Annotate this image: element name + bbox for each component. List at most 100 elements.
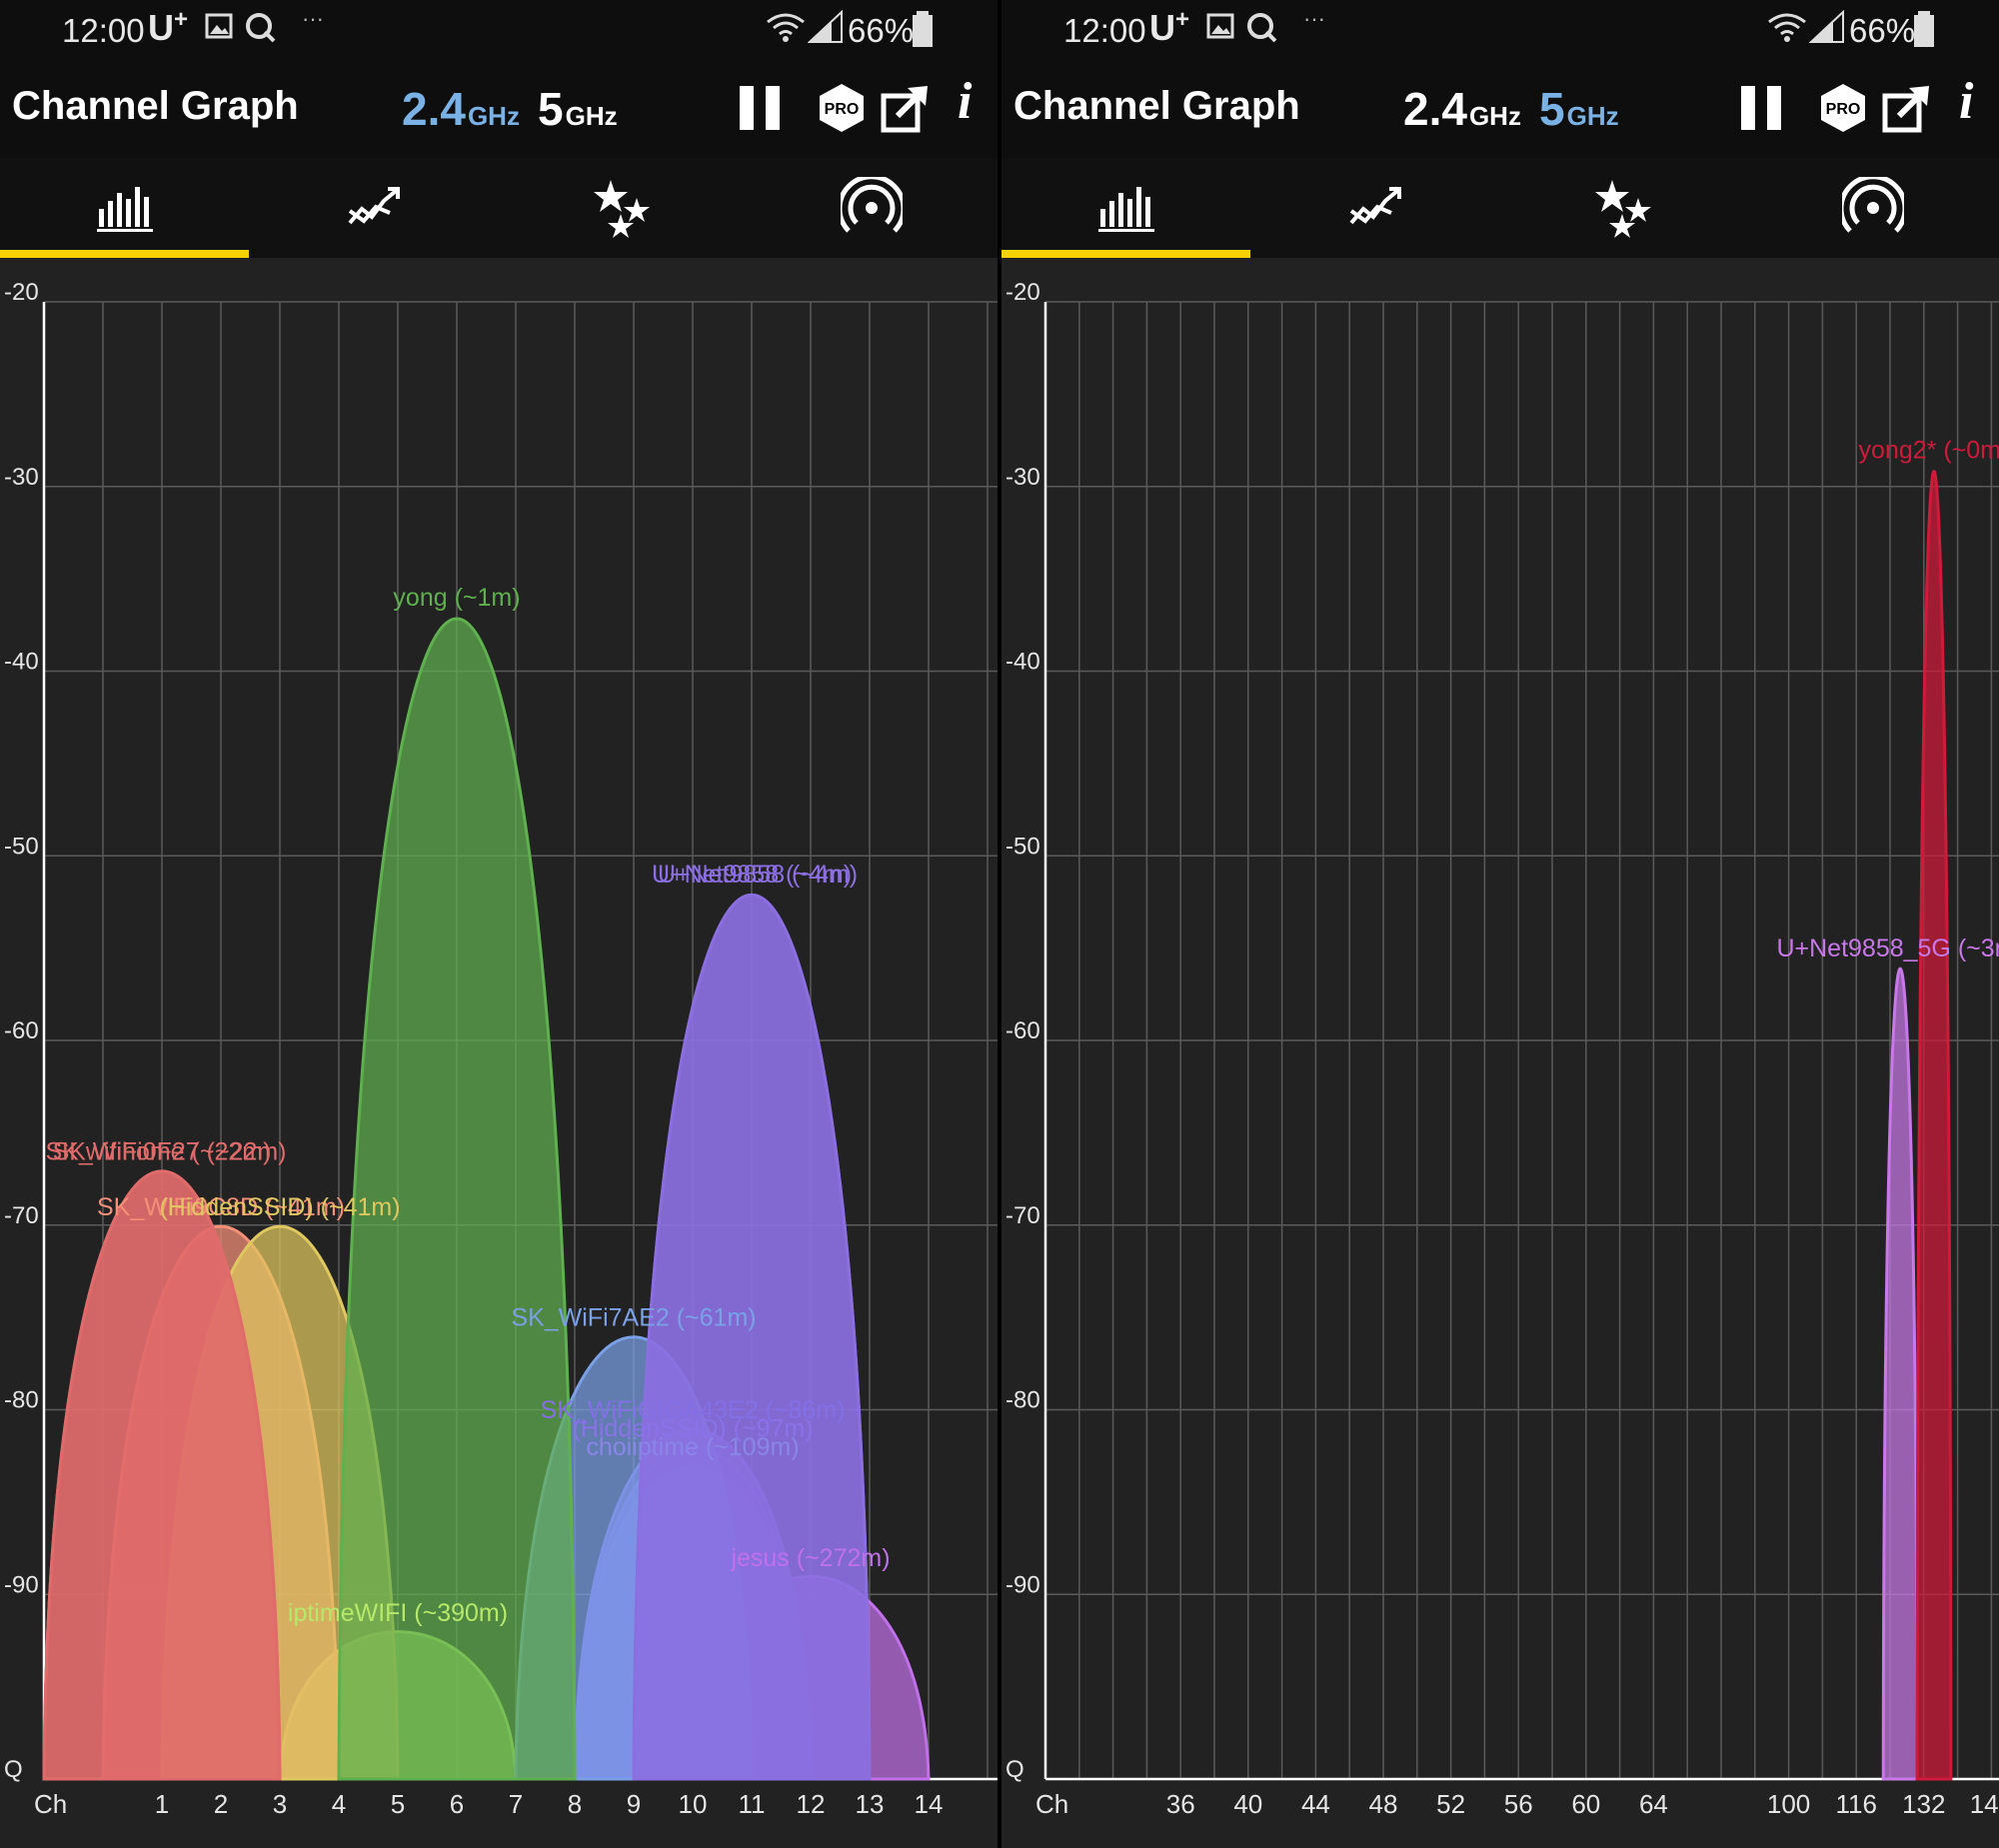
notification-dots: ··· [302,6,324,31]
x-tick-label: 52 [1436,1789,1465,1819]
tab-bar [1001,158,1999,258]
status-bar: 12:00 U+ ··· 66% [0,0,998,62]
x-tick-label: 2 [214,1789,228,1819]
svg-text:PRO: PRO [825,101,860,118]
network-label: U+Net9858 (~4m) [652,861,852,889]
access-point-icon [840,177,903,233]
network-label: choiiptime (~109m) [586,1433,799,1461]
tab-indicator [0,250,249,258]
battery-icon [913,11,933,47]
x-tick-label: 100 [1767,1789,1810,1819]
y-tick-label: -50 [1005,833,1040,860]
x-tick-label: 64 [1639,1789,1668,1819]
y-tick-label: -90 [4,1571,39,1598]
band-5ghz-button[interactable]: 5GHz [538,83,618,135]
y-tick-label: -60 [4,1017,39,1044]
pro-badge-icon[interactable]: PRO [1817,82,1869,134]
signal-curve [1915,470,1953,1781]
page-title: Channel Graph [12,84,299,128]
y-tick-label: -50 [4,833,39,860]
info-icon[interactable]: i [1959,73,1974,130]
y-tick-label: -70 [1005,1202,1040,1229]
tab-bar [0,158,998,258]
y-tick-label: -30 [4,464,39,491]
x-tick-label: 44 [1301,1789,1330,1819]
tab-channel-graph[interactable] [0,158,249,258]
app-bar: Channel Graph 2.4GHz 5GHz PRO i [0,62,998,158]
panel-5ghz: 12:00 U+ ··· 66% Channel Graph 2.4GHz 5G… [1001,0,1999,1848]
time-graph-icon [347,187,400,225]
x-tick-label: 10 [679,1789,708,1819]
search-q-icon [246,13,276,43]
info-icon[interactable]: i [958,73,973,130]
network-label: (HiddenSSID) (~41m) [159,1193,400,1221]
network-label: SK_WiFi7AE2 (~61m) [511,1304,756,1332]
bar-chart-icon [96,187,153,232]
cell-signal-icon [808,10,843,43]
share-icon[interactable] [880,82,932,134]
x-tick-label: 36 [1166,1789,1195,1819]
tab-access-points[interactable] [747,158,996,258]
y-tick-label: -40 [4,649,39,676]
network-label: SK_WiFi0F27 (~22m) [45,1137,286,1165]
y-tick-label: -60 [1005,1017,1040,1044]
x-axis-title: Ch [34,1789,67,1819]
svg-text:PRO: PRO [1826,101,1861,118]
pause-icon[interactable] [736,82,784,134]
network-label: (HiddenSSID) (~97m) [572,1414,813,1442]
band-5ghz-button[interactable]: 5GHz [1539,83,1619,135]
x-tick-label: 7 [509,1789,523,1819]
x-tick-label: 48 [1369,1789,1398,1819]
app-bar: Channel Graph 2.4GHz 5GHz PRO i [1001,62,1999,158]
tab-channel-rating[interactable] [498,158,747,258]
battery-icon [1914,11,1934,47]
tab-channel-graph[interactable] [1001,158,1250,258]
x-tick-label: 1 [155,1789,169,1819]
tab-time-graph[interactable] [1250,158,1499,258]
time-graph-icon [1348,187,1401,225]
y-tick-label: -70 [4,1202,39,1229]
network-label: SK_WiFi9C8D (~41m) [97,1193,345,1221]
x-tick-label: 13 [856,1789,885,1819]
y-tick-label: -20 [1005,279,1040,306]
x-tick-label: 12 [797,1789,826,1819]
gallery-icon [205,13,233,39]
x-tick-label: 11 [739,1789,766,1819]
band-2-4ghz-button[interactable]: 2.4GHz [1403,83,1521,135]
network-label: jesus (~272m) [730,1544,890,1572]
access-point-icon [1841,177,1904,233]
y-tick-label: -90 [1005,1571,1040,1598]
x-tick-label: 3 [273,1789,287,1819]
network-label: yong2* (~0m) [1859,436,1999,464]
pro-badge-icon[interactable]: PRO [816,82,868,134]
x-tick-label: 4 [332,1789,346,1819]
cell-signal-icon [1809,10,1844,43]
tab-access-points[interactable] [1748,158,1997,258]
wifi-status-icon [1768,13,1806,42]
network-label: SK_WiFiGIGA43E2 (~86m) [541,1396,846,1424]
y-tick-label: Q [4,1756,23,1783]
network-label: iptimeWIFI (~390m) [288,1599,508,1627]
tab-channel-rating[interactable] [1499,158,1748,258]
network-label: U+Net9858 (~4m) [658,861,858,889]
status-carrier: U+ [148,6,189,48]
x-axis-title: Ch [1035,1789,1068,1819]
page-title: Channel Graph [1013,84,1300,128]
share-icon[interactable] [1881,82,1933,134]
status-bar: 12:00 U+ ··· 66% [1001,0,1999,62]
x-tick-label: 5 [391,1789,405,1819]
stars-rating-icon [1594,180,1651,238]
tab-time-graph[interactable] [249,158,498,258]
tab-indicator [1001,250,1250,258]
x-tick-label: 8 [568,1789,582,1819]
x-tick-label: 116 [1835,1789,1876,1819]
x-tick-label: 56 [1504,1789,1533,1819]
y-tick-label: -80 [1005,1387,1040,1414]
y-tick-label: -40 [1005,649,1040,676]
signal-curve [632,894,872,1781]
x-tick-label: 132 [1902,1789,1945,1819]
band-2-4ghz-button[interactable]: 2.4GHz [402,83,520,135]
gallery-icon [1206,13,1234,39]
pause-icon[interactable] [1737,82,1785,134]
x-tick-label: 6 [450,1789,464,1819]
